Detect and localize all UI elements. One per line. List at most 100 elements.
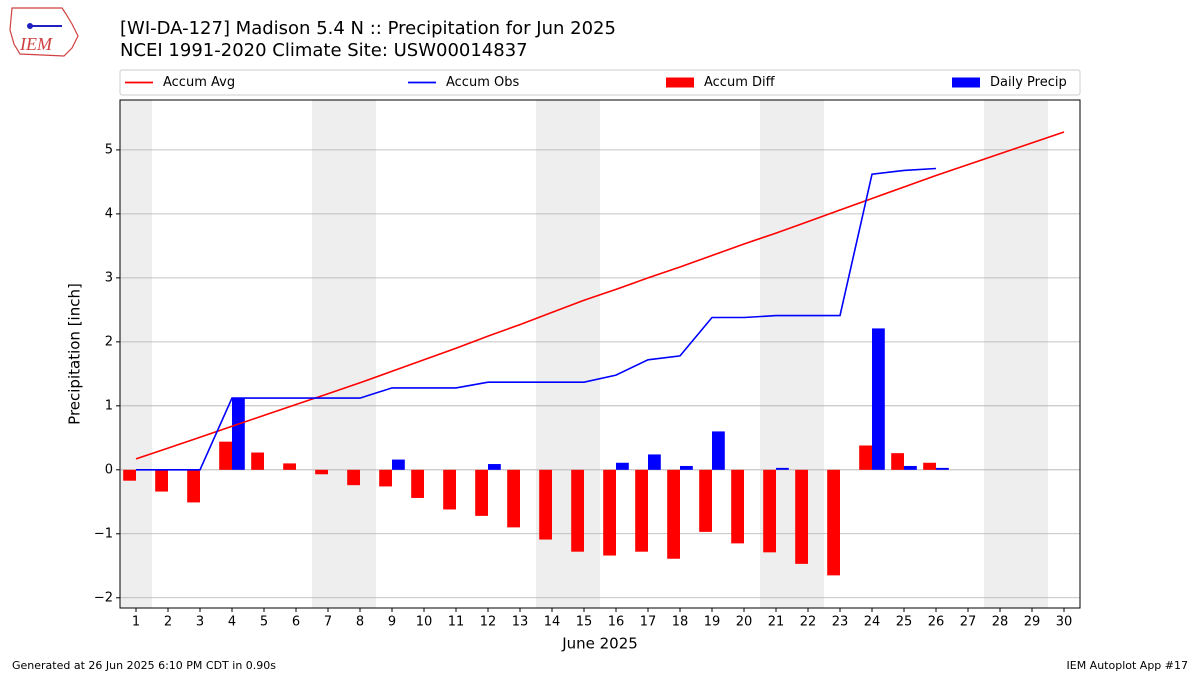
bar [891, 453, 904, 470]
x-tick-label: 20 [736, 615, 753, 630]
bar [904, 465, 917, 470]
bar [187, 469, 200, 503]
bar [123, 469, 136, 481]
y-tick-label: 0 [105, 462, 113, 477]
footer-right: IEM Autoplot App #17 [1067, 659, 1189, 672]
bar [392, 459, 405, 470]
x-tick-label: 17 [640, 615, 657, 630]
bar [667, 469, 680, 559]
y-tick-label: −2 [94, 590, 113, 605]
x-tick-label: 26 [928, 615, 945, 630]
y-tick-label: 5 [105, 142, 113, 157]
x-tick-label: 15 [576, 615, 593, 630]
bar [795, 469, 808, 564]
x-tick-label: 9 [388, 615, 396, 630]
line [136, 167, 937, 471]
y-tick-label: −1 [94, 526, 113, 541]
legend-label: Daily Precip [990, 75, 1067, 90]
x-tick-label: 12 [480, 615, 497, 630]
bar [488, 464, 501, 470]
bar [283, 463, 296, 470]
bar [635, 469, 648, 552]
x-tick-label: 2 [164, 615, 172, 630]
bar [923, 462, 936, 470]
x-tick-label: 23 [832, 615, 849, 630]
bar [251, 452, 264, 470]
bar [763, 469, 776, 553]
bar [616, 462, 629, 470]
chart-title: [WI-DA-127] Madison 5.4 N :: Precipitati… [120, 18, 616, 39]
x-tick-label: 13 [512, 615, 529, 630]
x-tick-label: 29 [1024, 615, 1041, 630]
x-tick-label: 21 [768, 615, 785, 630]
bar [827, 469, 840, 576]
x-tick-label: 19 [704, 615, 721, 630]
x-tick-label: 28 [992, 615, 1009, 630]
legend-label: Accum Avg [163, 75, 235, 90]
weekend-band [120, 100, 152, 608]
x-tick-label: 7 [324, 615, 332, 630]
legend-item: Accum Diff [666, 75, 776, 90]
weekend-band [1016, 100, 1048, 608]
bar [731, 469, 744, 544]
logo: IEM [9, 7, 79, 57]
legend-box [119, 69, 1081, 96]
x-tick-label: 3 [196, 615, 204, 630]
bar [232, 398, 245, 470]
x-tick-label: 14 [544, 615, 561, 630]
y-tick-label: 4 [105, 206, 113, 221]
bar [155, 469, 168, 492]
logo-outline [9, 7, 79, 57]
x-tick-label: 4 [228, 615, 236, 630]
x-tick-label: 25 [896, 615, 913, 630]
legend-item: Accum Avg [125, 75, 235, 90]
bar [539, 469, 552, 540]
y-tick-label: 3 [105, 270, 113, 285]
bar [315, 469, 328, 475]
bar [379, 469, 392, 487]
bar [680, 465, 693, 470]
x-tick-label: 8 [356, 615, 364, 630]
legend-item: Daily Precip [952, 75, 1067, 90]
bar [699, 469, 712, 532]
bar [219, 441, 232, 470]
y-axis-label: Precipitation [inch] [66, 283, 84, 425]
weekend-band [312, 100, 344, 608]
legend-swatch [952, 77, 980, 88]
bar [571, 469, 584, 552]
x-tick-label: 1 [132, 615, 140, 630]
bar [603, 469, 616, 556]
x-tick-label: 5 [260, 615, 268, 630]
plot-area [120, 100, 1080, 608]
legend-swatch [666, 77, 694, 88]
x-tick-label: 30 [1056, 615, 1073, 630]
bar [411, 469, 424, 498]
x-tick-label: 6 [292, 615, 300, 630]
bar [475, 469, 488, 516]
y-tick-label: 1 [105, 398, 113, 413]
x-tick-label: 11 [448, 615, 465, 630]
bar [347, 469, 360, 486]
footer-left: Generated at 26 Jun 2025 6:10 PM CDT in … [12, 659, 276, 672]
bar [648, 454, 661, 470]
bar [443, 469, 456, 510]
x-tick-label: 22 [800, 615, 817, 630]
axes-frame [119, 99, 1081, 609]
bar [859, 445, 872, 470]
logo-dot [27, 23, 33, 29]
bar [507, 469, 520, 528]
x-tick-label: 27 [960, 615, 977, 630]
chart-subtitle: NCEI 1991-2020 Climate Site: USW00014837 [120, 40, 528, 61]
x-tick-label: 24 [864, 615, 881, 630]
bar [776, 467, 789, 470]
line [135, 131, 1065, 460]
legend-label: Accum Obs [446, 75, 519, 90]
x-tick-label: 16 [608, 615, 625, 630]
logo-text: IEM [19, 34, 53, 54]
x-tick-label: 10 [416, 615, 433, 630]
x-tick-label: 18 [672, 615, 689, 630]
bar [712, 431, 725, 470]
legend-label: Accum Diff [704, 75, 776, 90]
weekend-band [344, 100, 376, 608]
